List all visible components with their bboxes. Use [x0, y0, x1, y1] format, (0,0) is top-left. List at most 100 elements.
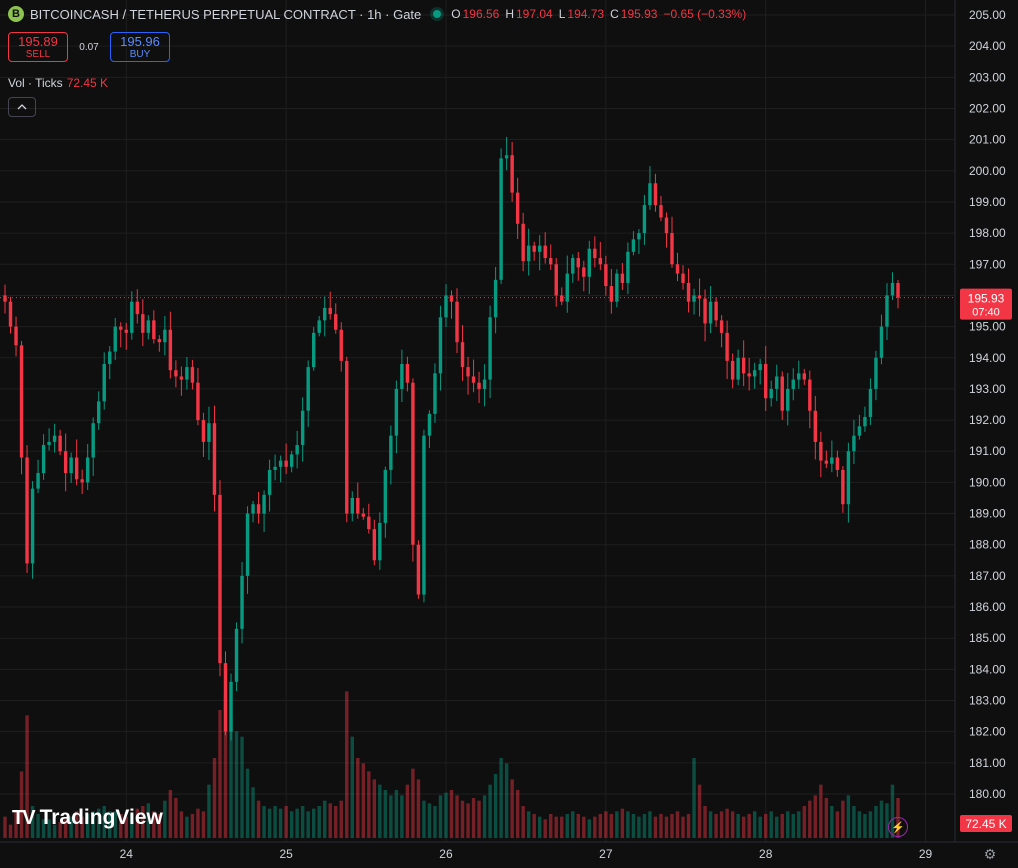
volume-bar	[444, 792, 448, 838]
volume-bar	[449, 790, 454, 838]
lightning-icon[interactable]: ⚡	[888, 817, 908, 837]
volume-bar	[411, 768, 415, 838]
candle-body	[108, 351, 112, 364]
candle-body	[438, 317, 443, 374]
candle-body	[91, 423, 95, 458]
candle-body	[587, 248, 592, 277]
volume-bar	[631, 814, 636, 838]
collapse-legend-button[interactable]	[8, 97, 36, 117]
volume-bar	[642, 814, 647, 838]
candle-body	[775, 376, 779, 389]
candle-body	[262, 494, 266, 514]
candle-body	[846, 451, 851, 505]
volume-bar	[703, 806, 707, 838]
price-tick-label: 182.00	[969, 725, 1006, 739]
volume-bar	[185, 816, 189, 838]
candle-body	[521, 223, 525, 262]
candle-body	[328, 307, 332, 315]
price-tick-label: 197.00	[969, 257, 1006, 271]
volume-bar	[273, 806, 277, 838]
candle-body	[631, 239, 636, 252]
volume-bar	[306, 811, 310, 838]
candle-body	[361, 513, 366, 517]
candle-body	[251, 504, 255, 514]
volume-bar	[576, 814, 580, 838]
candle-body	[653, 183, 658, 206]
candle-body	[620, 273, 625, 283]
volume-bars	[3, 691, 900, 838]
tradingview-watermark[interactable]: TV TradingView	[12, 806, 163, 830]
volume-bar	[69, 816, 73, 838]
volume-bar	[637, 816, 641, 838]
candle-body	[378, 522, 382, 561]
buy-button[interactable]: 195.96 BUY	[110, 32, 170, 62]
volume-bar	[52, 824, 57, 838]
volume-bar	[786, 811, 790, 838]
candle-body	[549, 258, 553, 265]
candle-body	[615, 273, 619, 302]
volume-bar	[25, 715, 29, 838]
candle-body	[797, 373, 801, 380]
high-value: 197.04	[516, 7, 553, 21]
volume-legend[interactable]: Vol · Ticks 72.45 K	[8, 76, 108, 90]
candle-body	[780, 376, 784, 411]
volume-bar	[763, 814, 768, 838]
candle-body	[791, 379, 795, 389]
volume-bar	[615, 811, 619, 838]
volume-bar	[648, 811, 652, 838]
sell-button[interactable]: 195.89 SELL	[8, 32, 68, 62]
volume-bar	[747, 814, 751, 838]
price-tick-label: 180.00	[969, 787, 1006, 801]
volume-bar	[874, 806, 878, 838]
symbol-title[interactable]: BITCOINCASH / TETHERUS PERPETUAL CONTRAC…	[30, 6, 422, 22]
volume-bar	[626, 811, 630, 838]
candle-body	[471, 376, 476, 383]
volume-bar	[819, 784, 823, 838]
volume-bar	[405, 784, 410, 838]
price-tick-label: 198.00	[969, 226, 1006, 240]
volume-bar	[692, 758, 696, 838]
volume-indicator-label: Vol · Ticks	[8, 76, 63, 90]
time-axis: 24 25 26 27 28 29	[120, 847, 933, 861]
candle-body	[510, 155, 514, 193]
price-tick-label: 205.00	[969, 8, 1006, 22]
candle-body	[808, 379, 812, 411]
volume-bar	[813, 795, 818, 838]
volume-bar	[367, 771, 371, 838]
volume-bar	[598, 814, 603, 838]
candle-body	[786, 388, 790, 411]
candle-body	[708, 301, 713, 324]
volume-bar	[885, 803, 889, 838]
volume-bar	[168, 790, 173, 838]
candle-body	[289, 454, 294, 467]
candle-body	[482, 379, 487, 389]
volume-bar	[356, 758, 360, 838]
candle-body	[879, 326, 884, 358]
candle-body	[339, 329, 343, 361]
volume-bar	[130, 814, 134, 838]
candle-body	[576, 258, 580, 268]
candle-body	[642, 205, 647, 234]
volume-bar	[863, 814, 867, 838]
candle-body	[240, 575, 244, 629]
candle-body	[179, 376, 184, 380]
candle-body	[130, 301, 134, 333]
open-value: 196.56	[462, 7, 500, 21]
candle-body	[300, 410, 305, 446]
candle-body	[697, 295, 702, 299]
volume-bar	[554, 816, 558, 838]
candle-body	[97, 401, 101, 424]
candle-body	[874, 357, 878, 389]
candle-body	[311, 332, 316, 368]
volume-bar	[223, 694, 228, 838]
volume-bar	[350, 736, 354, 838]
candle-body	[813, 410, 818, 442]
volume-bar	[218, 710, 222, 838]
volume-bar	[593, 816, 597, 838]
candle-body	[499, 158, 503, 280]
volume-bar	[890, 784, 895, 838]
candle-body	[278, 460, 283, 467]
gear-icon[interactable]: ⚙	[983, 845, 997, 862]
candle-body	[637, 233, 641, 240]
